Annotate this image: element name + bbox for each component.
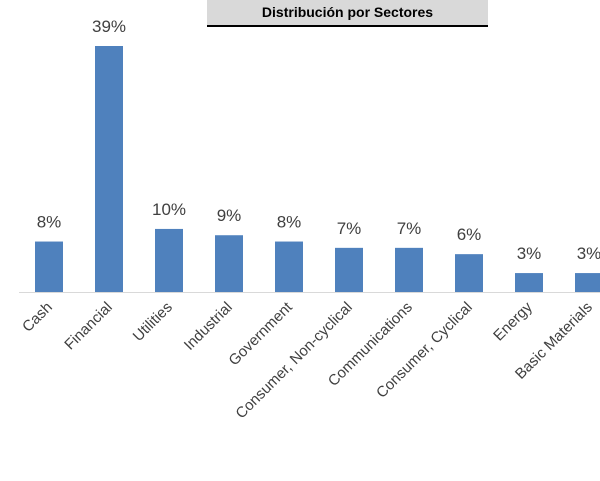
chart-title: Distribución por Sectores [261, 3, 434, 20]
data-label-1: 39% [92, 17, 126, 36]
bars-group [35, 46, 600, 292]
category-label-1: Financial [61, 299, 115, 353]
category-label-5: Consumer, Non-cyclical [232, 299, 355, 422]
bar-8 [515, 273, 543, 292]
bar-9 [575, 273, 600, 292]
data-label-2: 10% [152, 200, 186, 219]
data-label-8: 3% [517, 244, 542, 263]
data-label-4: 8% [277, 213, 302, 232]
category-labels-group: Cash Financial Utilities IndustrialGovernme… [19, 298, 596, 422]
bar-4 [275, 241, 303, 292]
data-label-9: 3% [577, 244, 600, 263]
data-label-0: 8% [37, 213, 62, 232]
data-label-7: 6% [457, 225, 482, 244]
chart-title-box: Distribución por Sectores [207, 0, 488, 27]
data-label-3: 9% [217, 206, 242, 225]
bar-5 [335, 247, 363, 292]
bar-2 [155, 228, 183, 292]
data-labels-group: 8% 39% 10% 9% 8% 7% 7% 6% 3% 3% [37, 17, 600, 263]
bar-7 [455, 254, 483, 292]
category-label-8: Energy [490, 298, 536, 344]
bar-1 [95, 46, 123, 292]
bar-6 [395, 247, 423, 292]
bar-3 [215, 235, 243, 292]
category-label-3: Industrial [181, 299, 236, 354]
data-label-6: 7% [397, 219, 422, 238]
data-label-5: 7% [337, 219, 362, 238]
category-label-0: Cash [19, 299, 56, 336]
bar-0 [35, 241, 63, 292]
category-label-2: Utilities [130, 299, 176, 345]
